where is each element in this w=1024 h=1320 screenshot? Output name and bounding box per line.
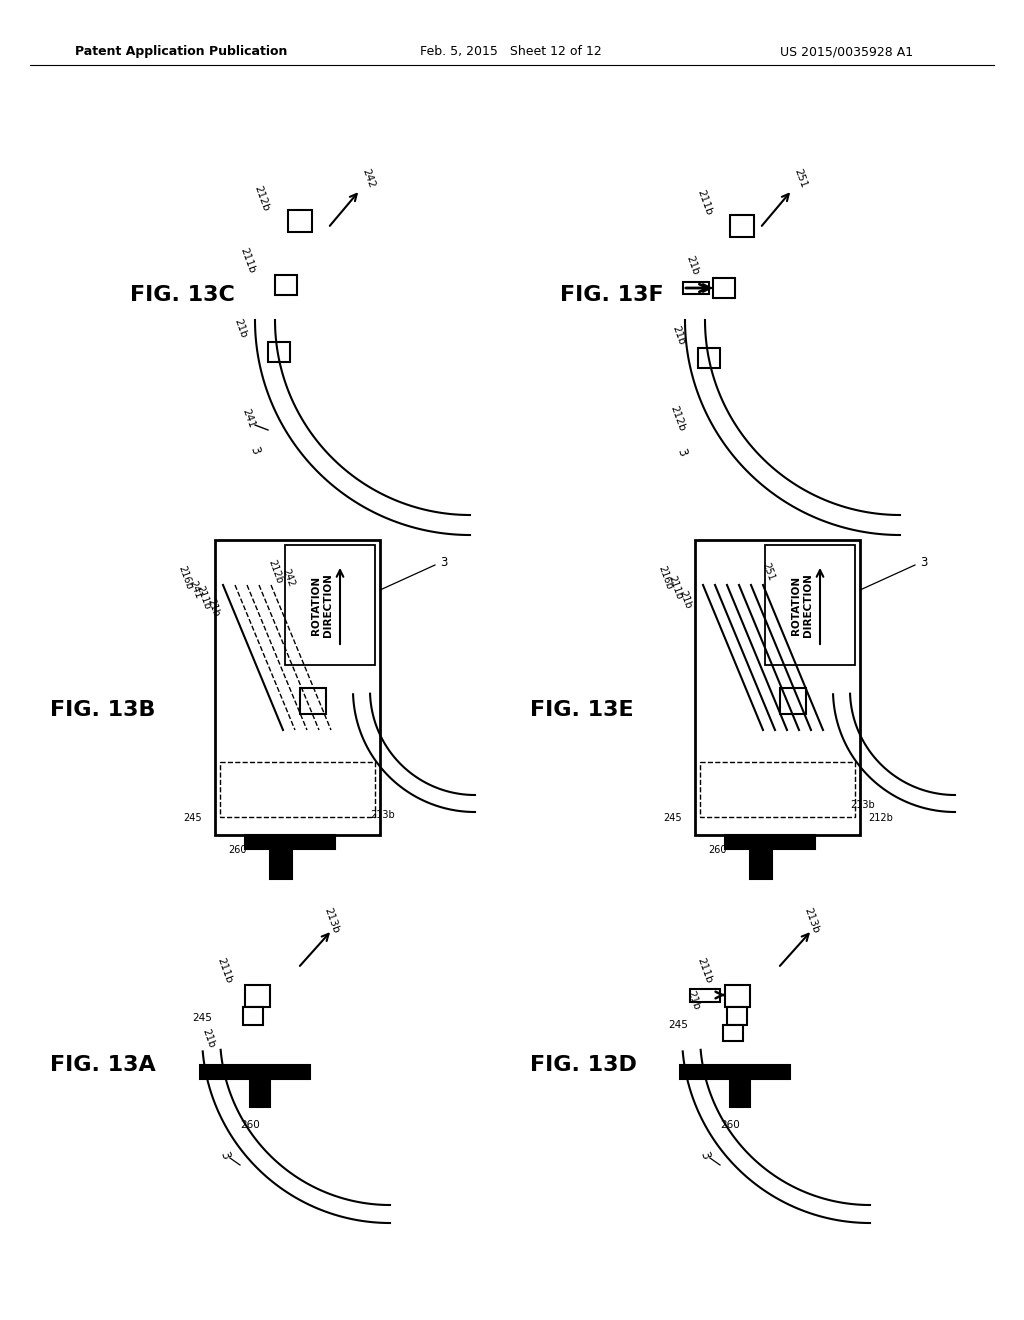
- Text: 21b: 21b: [685, 989, 701, 1011]
- Text: Patent Application Publication: Patent Application Publication: [75, 45, 288, 58]
- Bar: [250, 1078, 270, 1107]
- Bar: [680, 1065, 790, 1078]
- Text: 245: 245: [664, 813, 682, 822]
- Text: FIG. 13F: FIG. 13F: [560, 285, 664, 305]
- Bar: [695, 540, 860, 836]
- Text: 212b: 212b: [669, 404, 687, 432]
- Text: 211b: 211b: [695, 956, 714, 985]
- Text: 260: 260: [720, 1119, 739, 1130]
- Bar: [700, 762, 855, 817]
- Bar: [220, 762, 375, 817]
- Text: 241: 241: [240, 407, 256, 429]
- Text: 260: 260: [708, 845, 726, 855]
- Bar: [713, 279, 735, 298]
- Text: 213b: 213b: [370, 810, 394, 820]
- Bar: [690, 989, 720, 1002]
- Text: 213b: 213b: [323, 906, 341, 935]
- Bar: [725, 985, 750, 1007]
- Text: 211b: 211b: [216, 956, 234, 985]
- Bar: [683, 282, 709, 294]
- Text: 211b: 211b: [666, 574, 684, 602]
- Bar: [750, 849, 772, 879]
- Text: FIG. 13B: FIG. 13B: [50, 700, 156, 719]
- Text: 211b: 211b: [239, 246, 257, 275]
- Text: FIG. 13A: FIG. 13A: [50, 1055, 156, 1074]
- Text: 242: 242: [359, 166, 376, 189]
- Text: US 2015/0035928 A1: US 2015/0035928 A1: [780, 45, 913, 58]
- Text: 260: 260: [228, 845, 247, 855]
- Bar: [288, 210, 312, 232]
- Text: 3: 3: [248, 445, 262, 455]
- Bar: [245, 985, 270, 1007]
- Text: FIG. 13E: FIG. 13E: [530, 700, 634, 719]
- Bar: [285, 545, 375, 665]
- Text: 216b: 216b: [656, 565, 674, 591]
- Text: 245: 245: [183, 813, 202, 822]
- Bar: [243, 1007, 263, 1026]
- Bar: [727, 1007, 746, 1026]
- Text: 3: 3: [675, 446, 689, 458]
- Bar: [698, 348, 720, 368]
- Text: 212b: 212b: [868, 813, 893, 822]
- Bar: [730, 215, 754, 238]
- Text: 21b: 21b: [205, 598, 221, 619]
- Text: Feb. 5, 2015   Sheet 12 of 12: Feb. 5, 2015 Sheet 12 of 12: [420, 45, 602, 58]
- Text: ROTATION
DIRECTION: ROTATION DIRECTION: [311, 573, 333, 638]
- Text: 245: 245: [668, 1020, 688, 1030]
- Bar: [215, 540, 380, 836]
- Text: 21b: 21b: [200, 1027, 216, 1049]
- Text: 260: 260: [240, 1119, 260, 1130]
- Text: 251: 251: [792, 166, 808, 189]
- Text: 242: 242: [281, 568, 296, 589]
- Bar: [270, 849, 292, 879]
- Bar: [780, 688, 806, 714]
- Text: 245: 245: [193, 1012, 212, 1023]
- Text: FIG. 13C: FIG. 13C: [130, 285, 234, 305]
- Text: 21b: 21b: [670, 323, 686, 346]
- Text: 211b: 211b: [695, 187, 714, 216]
- Text: FIG. 13D: FIG. 13D: [530, 1055, 637, 1074]
- Text: ROTATION
DIRECTION: ROTATION DIRECTION: [792, 573, 813, 638]
- Bar: [268, 342, 290, 362]
- Text: 241: 241: [187, 579, 203, 601]
- Text: 21b: 21b: [231, 317, 248, 339]
- Text: 213b: 213b: [850, 800, 874, 810]
- Bar: [275, 275, 297, 294]
- Text: 3: 3: [218, 1150, 232, 1160]
- Text: 211b: 211b: [195, 585, 212, 611]
- Bar: [725, 836, 815, 849]
- Text: 212b: 212b: [266, 558, 284, 585]
- Bar: [730, 1078, 750, 1107]
- Text: 251: 251: [760, 561, 776, 582]
- Text: 21b: 21b: [684, 253, 700, 276]
- Text: 213b: 213b: [803, 906, 821, 935]
- Bar: [723, 1026, 743, 1041]
- Text: 3: 3: [920, 556, 928, 569]
- Text: 3: 3: [697, 1150, 713, 1160]
- Text: 3: 3: [440, 556, 447, 569]
- Bar: [300, 688, 326, 714]
- Text: 212b: 212b: [253, 183, 271, 213]
- Text: 21b: 21b: [677, 590, 693, 610]
- Text: 216b: 216b: [176, 565, 194, 591]
- Bar: [245, 836, 335, 849]
- Bar: [765, 545, 855, 665]
- Bar: [200, 1065, 310, 1078]
